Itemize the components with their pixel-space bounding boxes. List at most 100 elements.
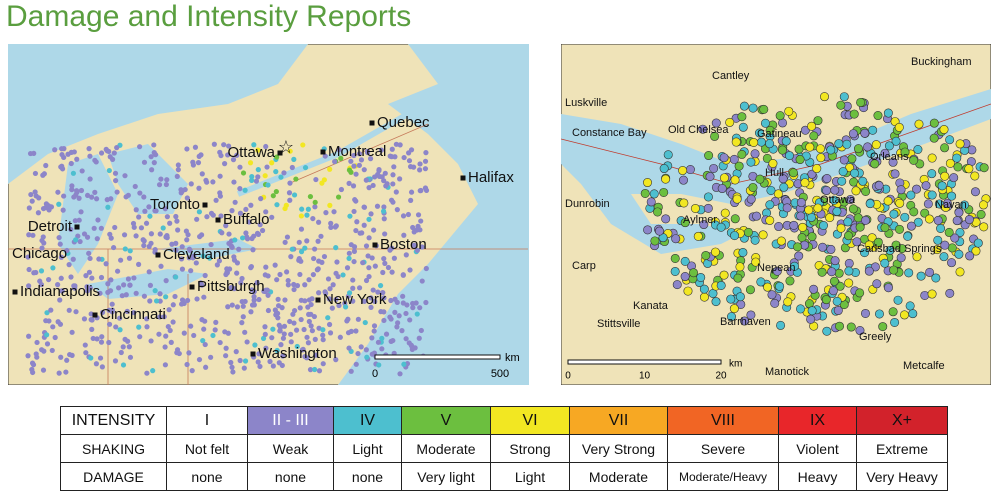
report-dot: [927, 289, 937, 299]
report-dot: [106, 167, 112, 174]
city-label: Halifax: [468, 169, 514, 186]
table-cell: Light: [490, 462, 570, 491]
report-dot: [346, 345, 352, 351]
report-dot: [283, 202, 289, 208]
report-dot: [59, 151, 65, 158]
city-label: Quebec: [377, 114, 430, 131]
report-dot: [375, 289, 381, 295]
report-dot: [711, 118, 721, 128]
report-dot: [107, 154, 113, 160]
report-dot: [151, 150, 157, 156]
report-dot: [979, 163, 989, 173]
report-dot: [334, 259, 340, 265]
report-dot: [381, 216, 387, 222]
report-dot: [254, 230, 261, 236]
report-dot: [196, 356, 203, 363]
report-dot: [43, 201, 49, 207]
report-dot: [883, 283, 893, 293]
report-dot: [82, 342, 88, 348]
report-dot: [775, 111, 785, 121]
report-dot: [407, 267, 413, 273]
report-dot: [196, 185, 202, 191]
report-dot: [231, 254, 237, 260]
report-dot: [76, 217, 82, 223]
report-dot: [90, 335, 96, 342]
report-dot: [834, 139, 844, 149]
report-dot: [48, 307, 54, 313]
report-dot: [242, 358, 249, 364]
epicenter-star: ☆: [278, 137, 294, 157]
report-dot: [804, 205, 814, 215]
report-dot: [855, 222, 865, 232]
place-label: Gatineau: [757, 128, 802, 140]
report-dot: [408, 342, 414, 348]
report-dot: [284, 234, 291, 240]
report-dot: [274, 347, 280, 354]
report-dot: [356, 285, 363, 291]
report-dot: [178, 256, 185, 262]
report-dot: [69, 187, 75, 193]
report-dot: [751, 257, 761, 267]
report-dot: [217, 190, 223, 196]
report-dot: [296, 239, 302, 245]
report-dot: [325, 276, 332, 282]
report-dot: [148, 240, 154, 246]
report-dot: [353, 328, 359, 334]
report-dot: [270, 326, 276, 332]
report-dot: [165, 323, 171, 330]
report-dot: [310, 215, 316, 222]
report-dot: [319, 180, 325, 186]
city-marker: [277, 150, 283, 156]
report-dot: [224, 266, 230, 272]
report-dot: [809, 131, 819, 141]
report-dot: [332, 159, 338, 165]
report-dot: [940, 143, 950, 153]
report-dot: [240, 235, 246, 241]
report-dot: [883, 196, 893, 206]
scale-label: 500: [491, 368, 509, 380]
report-dot: [357, 230, 363, 236]
report-dot: [781, 136, 791, 146]
report-dot: [717, 184, 727, 194]
report-dot: [33, 269, 39, 276]
report-dot: [55, 282, 61, 288]
report-dot: [68, 160, 74, 167]
report-dot: [659, 187, 669, 197]
report-dot: [391, 164, 397, 170]
report-dot: [50, 265, 56, 271]
report-dot: [175, 167, 181, 173]
scale-label: 20: [715, 371, 727, 382]
report-dot: [401, 154, 407, 161]
report-dot: [265, 182, 271, 188]
report-dot: [40, 367, 47, 373]
report-dot: [855, 326, 865, 336]
report-dot: [868, 125, 878, 135]
report-dot: [310, 271, 316, 278]
report-dot: [895, 198, 905, 208]
report-dot: [315, 238, 321, 244]
report-dot: [730, 231, 740, 241]
report-dot: [880, 258, 890, 268]
report-dot: [184, 237, 190, 243]
report-dot: [203, 177, 209, 183]
report-dot: [254, 280, 260, 286]
report-dot: [643, 225, 653, 235]
report-dot: [291, 281, 297, 288]
report-dot: [243, 230, 249, 236]
report-dot: [262, 272, 268, 278]
report-dot: [34, 354, 40, 360]
report-dot: [678, 166, 688, 176]
report-dot: [264, 164, 270, 170]
report-dot: [289, 164, 295, 171]
report-dot: [119, 293, 125, 299]
report-dot: [291, 320, 297, 326]
report-dot: [735, 292, 745, 302]
report-dot: [229, 208, 235, 214]
report-dot: [163, 294, 169, 300]
report-dot: [870, 159, 880, 169]
report-dot: [889, 265, 899, 275]
report-dot: [403, 252, 409, 258]
report-dot: [141, 194, 147, 200]
report-dot: [888, 307, 898, 317]
report-dot: [327, 166, 333, 172]
